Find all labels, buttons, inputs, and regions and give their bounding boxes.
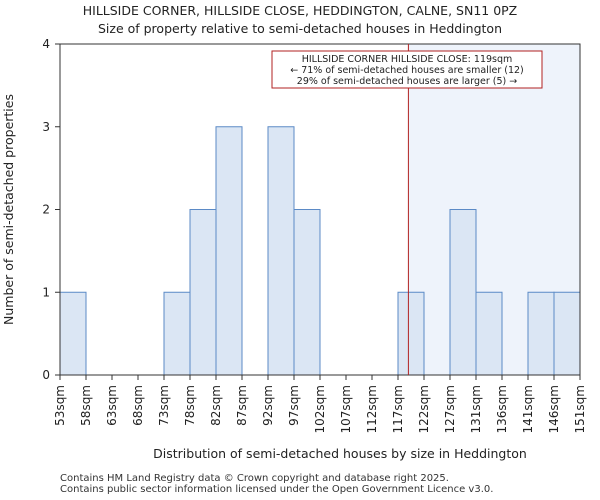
annotation-line: ← 71% of semi-detached houses are smalle… — [290, 65, 524, 76]
annotation-line: 29% of semi-detached houses are larger (… — [297, 76, 517, 87]
x-tick-label: 82sqm — [209, 385, 223, 426]
y-tick-label: 0 — [42, 368, 50, 382]
annotation-line: HILLSIDE CORNER HILLSIDE CLOSE: 119sqm — [302, 54, 513, 65]
histogram-bar — [397, 291, 425, 376]
x-tick-label: 87sqm — [235, 385, 249, 426]
footer-licence: Contains public sector information licen… — [60, 484, 494, 495]
x-tick-label: 112sqm — [365, 385, 379, 433]
x-tick-label: 73sqm — [157, 385, 171, 426]
x-tick-label: 102sqm — [313, 385, 327, 433]
histogram-bar — [215, 126, 243, 376]
histogram-bar — [293, 209, 321, 376]
y-tick-label: 2 — [42, 203, 50, 217]
x-tick-label: 92sqm — [261, 385, 275, 426]
histogram-chart: 0 1 2 3 4 53sqm 58sqm 63sqm 68sqm 73sqm 78sqm 82sqm… — [1, 37, 587, 461]
x-tick-label: 107sqm — [339, 385, 353, 433]
x-tick-label: 58sqm — [79, 385, 93, 426]
x-tick-label: 136sqm — [495, 385, 509, 433]
x-tick-label: 63sqm — [105, 385, 119, 426]
histogram-bar — [189, 209, 217, 376]
x-tick-label: 117sqm — [391, 385, 405, 433]
histogram-bar — [267, 126, 295, 376]
x-tick-label: 68sqm — [131, 385, 145, 426]
y-tick-label: 4 — [42, 37, 50, 51]
chart-title: HILLSIDE CORNER, HILLSIDE CLOSE, HEDDING… — [82, 3, 518, 18]
histogram-bar — [163, 291, 191, 376]
histogram-bar — [59, 291, 87, 376]
histogram-bar — [475, 291, 503, 376]
histogram-bar — [449, 209, 477, 376]
x-tick-label: 97sqm — [287, 385, 301, 426]
x-tick-label: 78sqm — [183, 385, 197, 426]
histogram-bar — [553, 291, 581, 376]
annotation-box — [271, 50, 543, 89]
x-tick-label: 151sqm — [573, 385, 587, 433]
x-tick-label: 127sqm — [443, 385, 457, 433]
x-tick-label: 131sqm — [469, 385, 483, 433]
y-axis-label: Number of semi-detached properties — [1, 94, 16, 325]
y-tick-label: 3 — [42, 120, 50, 134]
footer-copyright: Contains HM Land Registry data © Crown c… — [60, 473, 449, 484]
x-tick-label: 122sqm — [417, 385, 431, 433]
histogram-bar — [527, 291, 555, 376]
x-axis-label: Distribution of semi-detached houses by … — [153, 446, 527, 461]
x-tick-label: 146sqm — [547, 385, 561, 433]
x-tick-label: 53sqm — [53, 385, 67, 426]
chart-subtitle: Size of property relative to semi-detach… — [97, 21, 503, 36]
y-tick-label: 1 — [42, 285, 50, 299]
x-tick-label: 141sqm — [521, 385, 535, 433]
